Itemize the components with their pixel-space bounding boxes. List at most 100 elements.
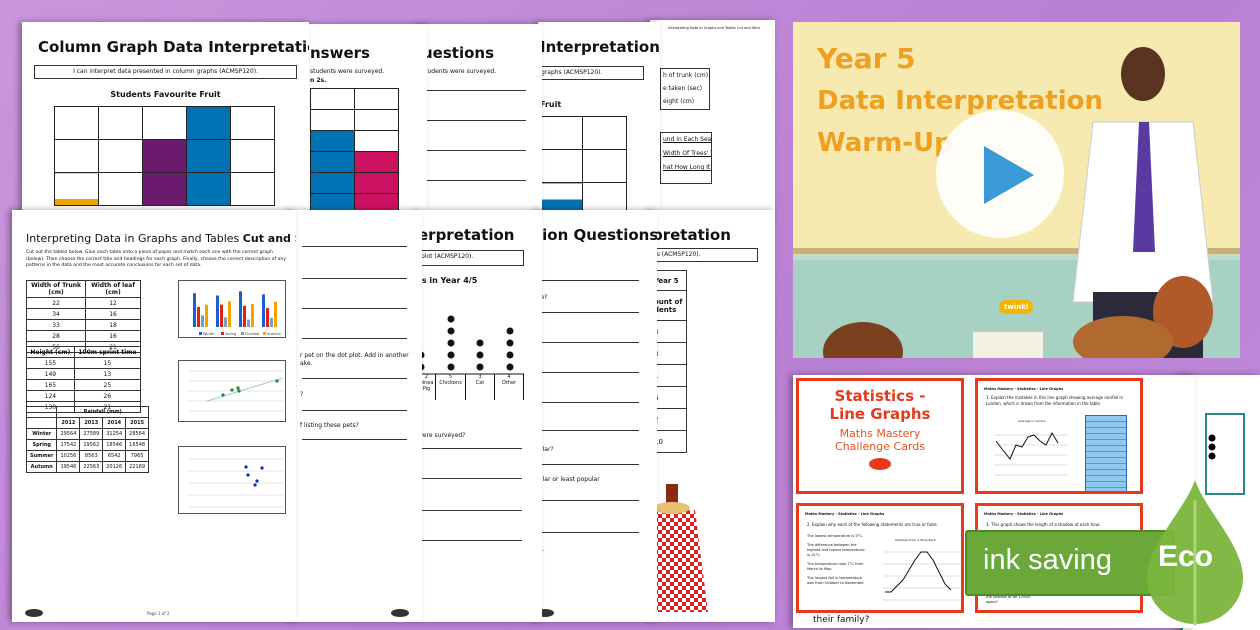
- question-text: 2. Explain why each of the following sta…: [807, 522, 938, 527]
- table-row: Autumn 19546 22563 20126 22169: [25, 461, 150, 473]
- eco-leaf-drop-icon: [1147, 480, 1243, 625]
- question-text: students were surveyed.: [422, 68, 497, 75]
- objective-box: es (ACMSP120).: [650, 248, 758, 262]
- chart-title: ts in Year 4/5: [418, 276, 478, 285]
- column-grid: [310, 88, 399, 215]
- table-header: 2013: [79, 417, 104, 429]
- video-thumbnail[interactable]: Year 5 Data Interpretation Warm-Up twink…: [793, 22, 1240, 358]
- worksheet-page-4: Interpretation graphs (ACMSP120). Fruit: [538, 22, 660, 222]
- statement-list: The lowest temperature is 5°C. The diffe…: [807, 534, 865, 586]
- question-text: students were surveyed.: [310, 68, 385, 75]
- table-row: 28 16: [25, 330, 141, 342]
- question-text: pular or least popular: [535, 476, 600, 483]
- bar: [228, 301, 231, 327]
- table-cell: 16548: [125, 439, 150, 451]
- bar: [274, 301, 277, 327]
- table-header: 2014: [102, 417, 127, 429]
- table-cell: 15: [73, 357, 142, 369]
- legend-label: Autumn: [267, 332, 281, 336]
- question-text: 1. Explain the mistakes in this line gra…: [986, 395, 1124, 406]
- table-header: Width of Trunk (cm): [25, 280, 87, 298]
- column-grid: [54, 106, 275, 206]
- title-option: hat How Long It Takes: [663, 164, 711, 171]
- bar: [262, 294, 265, 327]
- page-title: tion Questions: [535, 226, 657, 244]
- bar: [220, 304, 223, 327]
- title-card: Statistics - Line Graphs Maths Mastery C…: [796, 378, 964, 494]
- legend-label: Winter: [203, 332, 215, 336]
- table-cell: 26: [73, 390, 142, 402]
- table-cell: 20126: [102, 461, 127, 473]
- worksheet-front-2: r pet on the dot plot. Add in another ak…: [290, 210, 422, 622]
- table-caption: Rainfall (mm): [56, 406, 150, 418]
- category: 2 uinea Pig: [418, 374, 436, 400]
- bar: [266, 308, 269, 327]
- twinkl-logo-icon: [391, 609, 409, 617]
- category: 3 Cat: [466, 374, 495, 400]
- card-header: Maths Mastery - Statistics - Line Graphs: [805, 512, 885, 516]
- title-text: Interpreting Data in Graphs and Tables: [26, 232, 240, 245]
- statement: The temperature rose 7°C from March to M…: [807, 562, 864, 571]
- bar: [270, 317, 273, 327]
- video-title-line3: Warm-Up: [817, 128, 953, 158]
- table-header: Height (cm): [26, 346, 75, 358]
- ink-saving-banner: ink saving: [965, 530, 1175, 596]
- question-text: n 2s.: [310, 77, 327, 84]
- bar: [205, 304, 208, 327]
- play-button[interactable]: [936, 110, 1064, 238]
- question-text: r pet on the dot plot. Add in another: [300, 352, 409, 359]
- scatter-thumbnail-1: [178, 360, 286, 422]
- page-title: Column Graph Data Interpretation: [38, 38, 309, 56]
- table-cell: 28564: [125, 428, 150, 440]
- table-cell: 16: [85, 308, 141, 320]
- card-title: Statistics -: [834, 387, 926, 405]
- table-cell: Spring: [25, 439, 58, 451]
- page-title: Interpretation: [540, 38, 660, 56]
- category: 5 Chickens: [436, 374, 466, 400]
- table-row: Spring 17542 19562 18546 16548: [25, 439, 150, 451]
- page-title: nswers: [310, 44, 370, 62]
- statement: The lowest temperature is 5°C.: [807, 534, 864, 538]
- table-cell: Winter: [25, 428, 58, 440]
- table-cell: 22563: [79, 461, 104, 473]
- label-box: h of trunk (cm) e taken (sec) eight (cm): [660, 68, 710, 110]
- table-header: 100m sprint time: [73, 346, 142, 358]
- table-cell: [25, 417, 58, 429]
- table-cell: Autumn: [25, 461, 58, 473]
- table-cell: 29564: [56, 428, 81, 440]
- question-text: f listing these pets?: [300, 422, 359, 429]
- question-card-2: Maths Mastery - Statistics - Line Graphs…: [796, 503, 964, 613]
- teacher-illustration: [1072, 47, 1214, 358]
- table-row: 149 13: [26, 368, 142, 380]
- table-cell: 18: [85, 319, 141, 331]
- statement: The largest fall in temperature was from…: [807, 576, 865, 585]
- legend-label: Summer: [245, 332, 260, 336]
- table-row: 34 16: [25, 308, 141, 320]
- table-cell: 19546: [56, 461, 81, 473]
- table-box: [1205, 413, 1245, 495]
- table-cell: 13: [73, 368, 142, 380]
- card-title: Line Graphs: [829, 405, 931, 423]
- bar: [201, 315, 204, 327]
- table-cell: 165: [26, 379, 75, 391]
- table-row: 165 25: [26, 379, 142, 391]
- table-cell: 6542: [102, 450, 127, 462]
- table-rainfall: Rainfall (mm) 2012 2013 2014 2015 Winter 29564…: [25, 406, 150, 473]
- table-cell: 16: [85, 330, 141, 342]
- scatter-thumbnail-2: [178, 446, 286, 514]
- question-text: 3. This graph shows the length of a shad…: [986, 522, 1101, 527]
- dot-plot: [418, 315, 524, 375]
- label: h of trunk (cm): [663, 72, 709, 79]
- worksheet-front-3: erpretation plot (ACMSP120). ts in Year …: [418, 210, 542, 622]
- card-subtitle: Maths Mastery: [839, 427, 921, 440]
- table-row: 22 12: [25, 297, 141, 309]
- question-text: were surveyed?: [418, 432, 466, 439]
- card-subtitle: Challenge Cards: [835, 440, 925, 453]
- worksheet-page-5: Interpreting Data in Graphs and Tables C…: [650, 20, 775, 220]
- table-cell: 28: [25, 330, 87, 342]
- bar: [251, 303, 254, 327]
- table-row: Summer 10256 8563 6542 7965: [25, 450, 150, 462]
- table-row: Winter 29564 27589 31254 28564: [25, 428, 150, 440]
- table-cell: 8563: [79, 450, 104, 462]
- question-text: ake.: [300, 360, 313, 367]
